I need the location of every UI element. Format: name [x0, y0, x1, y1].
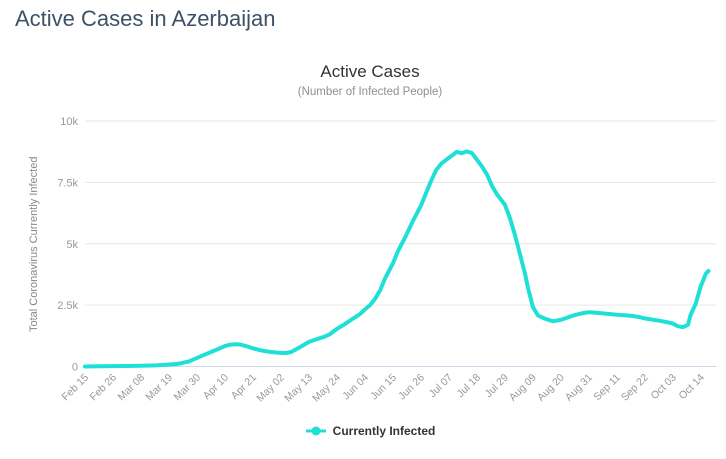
legend-label: Currently Infected: [332, 424, 436, 438]
x-tick-label: Sep 22: [619, 372, 651, 404]
y-tick-label: 2.5k: [57, 300, 78, 312]
x-tick-label: Aug 09: [507, 372, 539, 404]
chart-title: Active Cases: [320, 62, 420, 81]
x-tick-label: Oct 03: [649, 372, 679, 402]
x-tick-label: Jul 18: [455, 372, 483, 400]
x-tick-label: Apr 10: [201, 372, 231, 402]
x-tick-label: Jun 04: [340, 372, 371, 403]
x-tick-label: Feb 15: [60, 372, 92, 404]
page-title: Active Cases in Azerbaijan: [15, 6, 276, 31]
y-tick-label: 5k: [66, 239, 78, 251]
x-tick-label: Jun 15: [368, 372, 399, 403]
x-tick-label: Aug 20: [535, 372, 567, 404]
x-tick-label: Mar 19: [143, 372, 175, 404]
x-tick-label: Sep 11: [591, 372, 623, 404]
x-tick-label: Mar 30: [171, 372, 203, 404]
x-tick-label: Jul 07: [427, 372, 455, 400]
y-tick-label: 10k: [60, 116, 78, 128]
x-tick-label: May 02: [254, 372, 287, 405]
x-tick-label: May 24: [310, 372, 343, 405]
series-line-currently-infected: [83, 149, 711, 369]
x-tick-label: Mar 08: [115, 372, 147, 404]
x-tick-label: Feb 26: [87, 372, 119, 404]
y-tick-label: 7.5k: [57, 177, 78, 189]
x-tick-label: Aug 31: [563, 372, 595, 404]
x-tick-label: Oct 14: [676, 372, 706, 402]
x-tick-label: Jun 26: [396, 372, 427, 403]
legend: Currently Infected: [0, 424, 726, 438]
x-tick-label: May 13: [282, 372, 315, 405]
legend-item-currently-infected[interactable]: Currently Infected: [305, 424, 436, 438]
chart-subtitle: (Number of Infected People): [297, 86, 443, 98]
legend-marker-icon: [305, 426, 326, 436]
y-tick-label: 0: [72, 362, 78, 374]
